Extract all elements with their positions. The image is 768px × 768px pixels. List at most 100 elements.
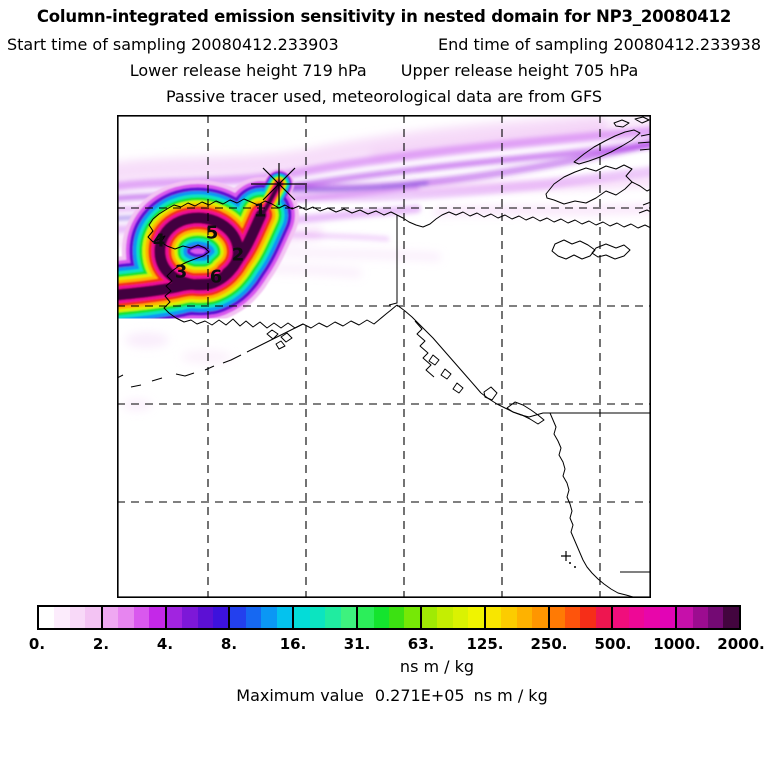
trajectory-day-label: 1 (254, 200, 267, 221)
colorbar-cell (549, 607, 614, 628)
us-west-coast (549, 412, 640, 598)
sampling-time-line: Start time of sampling 20080412.233903 E… (0, 35, 768, 54)
arctic-coast-east (396, 211, 651, 229)
colorbar-tick-label: 2. (92, 635, 110, 653)
colorbar-shade (373, 607, 389, 628)
trajectory-day-label: 5 (206, 222, 219, 243)
alaska-peninsula (246, 323, 304, 353)
colorbar-cell (102, 607, 167, 628)
colorbar-shade (85, 607, 101, 628)
colorbar-shade (501, 607, 517, 628)
colorbar-units: ns m / kg (399, 657, 475, 676)
colorbar-cell (485, 607, 550, 628)
colorbar-shade (102, 607, 119, 628)
vancouver-island (506, 401, 545, 425)
alaska-west-south-coast (147, 218, 398, 329)
colorbar-shade (54, 607, 70, 628)
colorbar-shade (692, 607, 709, 628)
panhandle-coast (396, 304, 482, 394)
kodiak-islands (266, 329, 293, 350)
colorbar-shade (69, 607, 86, 628)
colorbar-shade (532, 607, 548, 628)
emission-sensitivity-plume (117, 168, 299, 334)
colorbar-shade (452, 607, 469, 628)
sensitivity-map: 1 2 34 5 6 (117, 115, 651, 598)
colorbar-shade (613, 607, 629, 628)
trajectory-day-label: 2 (232, 244, 245, 265)
maximum-value-label: Maximum value (236, 686, 364, 705)
aleutian-islands (117, 354, 242, 388)
map-frame (117, 115, 651, 598)
colorbar-shade (182, 607, 198, 628)
colorbar-shade (358, 607, 374, 628)
colorbar-shade (580, 607, 596, 628)
colorbar-tick-labels: 0. 2. 4. 8. 16. 31. 63. 125. 250. 500. 1000. 2000. (29, 635, 765, 655)
colorbar-shade (133, 607, 150, 628)
colorbar-shade (708, 607, 724, 628)
trajectory-day-label: 3 (175, 261, 188, 282)
maximum-value-number: 0.271E+05 (374, 686, 465, 705)
colorbar-shade (723, 607, 739, 628)
city-cross-marker (561, 551, 571, 561)
colorbar-shade (245, 607, 262, 628)
end-time-text: End time of sampling 20080412.233938 (438, 35, 761, 54)
colorbar-tick-label: 16. (279, 635, 307, 653)
colorbar-cell (166, 607, 231, 628)
arctic-coast-west (152, 198, 398, 220)
colorbar-shade (309, 607, 326, 628)
colorbar-tick-label: 31. (343, 635, 371, 653)
bc-coast (480, 392, 550, 418)
colorbar-shade (325, 607, 341, 628)
trajectory-day-labels: 1 2 34 5 6 (153, 200, 267, 287)
colorbar-shade (276, 607, 293, 628)
colorbar-cell (294, 607, 359, 628)
colorbar-tick-label: 500. (594, 635, 632, 653)
colorbar-shade (485, 607, 502, 628)
start-time-text: Start time of sampling 20080412.233903 (7, 35, 339, 54)
haida-gwaii (483, 386, 498, 401)
panhandle-islands (428, 354, 464, 394)
colorbar-tick-label: 250. (530, 635, 568, 653)
colorbar-shade (212, 607, 229, 628)
colorbar-shade (421, 607, 438, 628)
plume-ring (154, 209, 267, 291)
colorbar-shade (595, 607, 612, 628)
colorbar-shade (166, 607, 183, 628)
colorbar-cell (358, 607, 422, 628)
colorbar-shade (564, 607, 581, 628)
maximum-value-line: Maximum value 0.271E+05 ns m / kg (236, 686, 547, 705)
colorbar-shade (404, 607, 420, 628)
colorbar-tick-label: 1000. (653, 635, 701, 653)
victoria-island (545, 164, 651, 205)
colorbar-shade (628, 607, 645, 628)
colorbar-shade (516, 607, 533, 628)
colorbar-tick-label: 0. (28, 635, 46, 653)
release-point-marker (251, 163, 307, 205)
colorbar-tick-label: 8. (220, 635, 238, 653)
page-title: Column-integrated emission sensitivity i… (36, 7, 732, 26)
trajectory-day-label: 4 (153, 230, 166, 251)
colorbar-shade (468, 607, 484, 628)
colorbar-shade (197, 607, 213, 628)
colorbar-tick-label: 4. (156, 635, 174, 653)
coastlines (117, 116, 651, 598)
colorbar-shade (39, 607, 55, 628)
great-bear-lake (551, 239, 631, 260)
colorbar-shade (388, 607, 405, 628)
asterisk-arm (262, 167, 296, 201)
plume-ring (258, 181, 282, 220)
colorbar-tick-label: 125. (466, 635, 504, 653)
lower-release-text: Lower release height 719 hPa (129, 61, 367, 80)
colorbar-shade (677, 607, 693, 628)
colorbar-shade (437, 607, 453, 628)
colorbar-shade (340, 607, 357, 628)
colorbar-shade (149, 607, 165, 628)
colorbar-cell (677, 607, 739, 628)
upper-release-text: Upper release height 705 hPa (400, 61, 639, 80)
colorbar-shade (294, 607, 310, 628)
political-borders (388, 215, 651, 573)
colorbar-shade (659, 607, 676, 628)
colorbar (37, 605, 741, 630)
